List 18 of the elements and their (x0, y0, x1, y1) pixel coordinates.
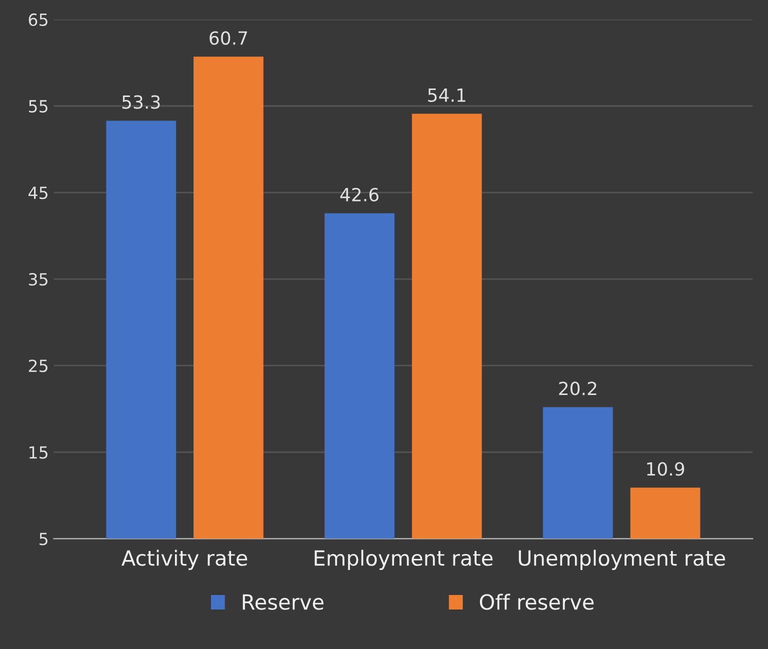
data-label: 60.7 (210, 31, 248, 45)
y-tick-label: 35 (28, 273, 48, 286)
y-tick-label: 15 (30, 446, 48, 459)
x-tick-label: Activity rate (122, 550, 248, 570)
x-tick-label: Unemployment rate (518, 550, 726, 570)
y-tick-label: 55 (28, 100, 48, 113)
y-tick-label: 5 (40, 532, 48, 546)
y-tick-label: 65 (28, 13, 48, 26)
legend-label: Reserve (242, 594, 324, 610)
y-tick-label: 45 (28, 186, 48, 200)
x-tick-label: Employment rate (314, 550, 493, 570)
data-label: 20.2 (559, 382, 596, 396)
data-label: 53.3 (122, 95, 160, 109)
y-tick-label: 25 (28, 360, 48, 372)
legend-label: Off reserve (480, 594, 594, 610)
data-label: 10.9 (647, 462, 684, 476)
data-label: 42.6 (340, 188, 378, 202)
data-label: 54.1 (428, 88, 466, 102)
